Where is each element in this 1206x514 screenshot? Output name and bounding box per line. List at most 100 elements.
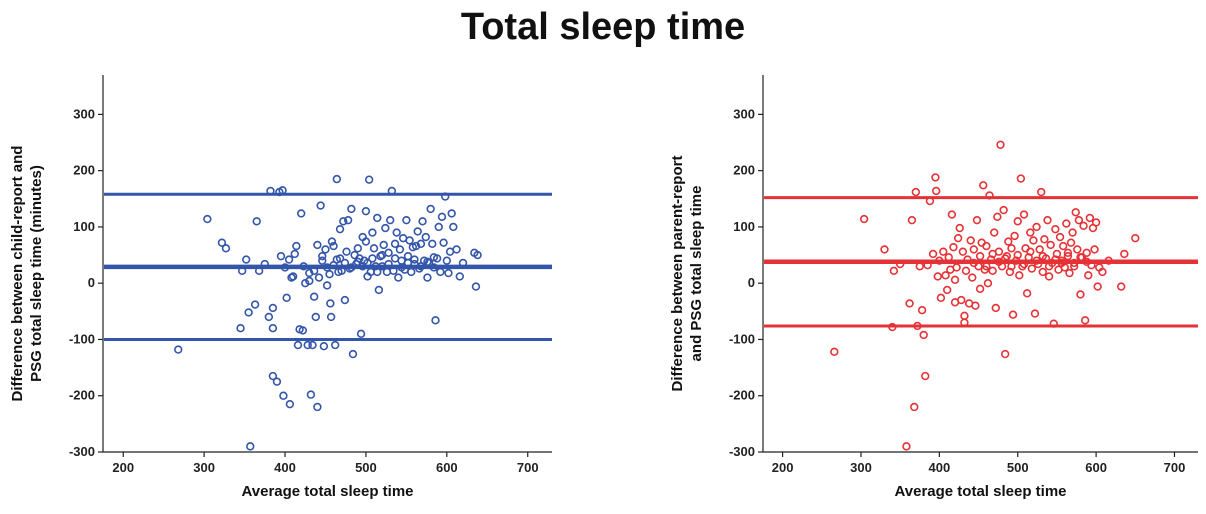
y-tick-label: -200 xyxy=(69,388,95,403)
data-point xyxy=(340,295,350,305)
data-point xyxy=(983,278,993,288)
data-point xyxy=(402,215,411,225)
data-point xyxy=(1030,309,1040,318)
data-point xyxy=(928,249,938,259)
data-point xyxy=(1051,255,1060,264)
data-point xyxy=(1049,319,1058,328)
data-point xyxy=(902,442,911,451)
data-point xyxy=(439,238,448,247)
data-point xyxy=(1091,218,1101,227)
data-point xyxy=(941,271,950,280)
data-point xyxy=(1043,215,1052,225)
data-point xyxy=(953,233,963,243)
data-point xyxy=(1131,233,1140,243)
y-tick-label: -300 xyxy=(729,444,755,459)
data-point xyxy=(444,268,453,278)
data-point xyxy=(313,240,322,250)
data-point xyxy=(1071,208,1080,217)
data-point xyxy=(389,266,398,276)
data-point xyxy=(377,250,387,260)
y-axis-label-line: and PSG total sleep time xyxy=(688,186,705,362)
data-point xyxy=(416,239,426,249)
data-point xyxy=(1085,213,1095,223)
data-point xyxy=(311,312,320,322)
data-point xyxy=(416,262,426,271)
data-point xyxy=(947,210,957,219)
y-axis-label-line: Difference between parent-report xyxy=(669,156,686,392)
data-point xyxy=(411,241,421,251)
data-point xyxy=(447,209,456,218)
data-point xyxy=(244,308,253,317)
data-point xyxy=(308,340,317,350)
data-point xyxy=(1037,187,1046,197)
data-point xyxy=(368,254,377,263)
data-point xyxy=(237,266,247,276)
data-point xyxy=(1040,235,1049,244)
x-tick-label: 600 xyxy=(1085,460,1107,475)
data-point xyxy=(905,299,914,308)
y-tick-label: -100 xyxy=(729,331,755,346)
data-point xyxy=(1073,245,1082,254)
data-point xyxy=(254,266,264,276)
data-point xyxy=(449,222,458,232)
data-point xyxy=(1015,271,1024,280)
data-point xyxy=(969,258,979,268)
x-tick-label: 400 xyxy=(928,460,950,475)
data-point xyxy=(429,263,439,272)
data-point xyxy=(297,209,306,218)
data-point xyxy=(264,312,274,322)
data-point xyxy=(889,266,899,276)
data-point xyxy=(1007,262,1016,271)
data-point xyxy=(1052,249,1062,259)
y-axis-label: Difference between parent-report and PSG … xyxy=(669,156,705,392)
data-point xyxy=(988,266,997,276)
data-point xyxy=(1090,245,1099,254)
x-tick-label: 600 xyxy=(436,460,458,475)
data-point xyxy=(993,212,1002,221)
data-point xyxy=(361,206,371,216)
data-point xyxy=(373,213,382,223)
data-point xyxy=(950,298,960,307)
data-point xyxy=(1007,244,1016,253)
data-point xyxy=(272,377,282,386)
data-point xyxy=(369,244,379,253)
data-point xyxy=(403,258,413,268)
data-point xyxy=(944,253,953,262)
data-point xyxy=(305,268,314,278)
data-point xyxy=(1063,251,1073,261)
data-point xyxy=(1055,232,1065,242)
data-point xyxy=(397,263,406,272)
data-point xyxy=(1024,253,1033,262)
scatter-plot-parent-report: -300 -200 -100 0 100 200 300 200 300 400 500 600 700… xyxy=(669,75,1198,500)
data-point xyxy=(1032,256,1041,265)
data-point xyxy=(353,244,363,253)
data-point xyxy=(985,191,994,200)
data-point xyxy=(1026,228,1035,237)
data-point xyxy=(1120,249,1129,259)
y-tick-label: 0 xyxy=(88,275,95,290)
data-point xyxy=(921,371,930,381)
data-point xyxy=(1062,219,1071,228)
data-point xyxy=(1074,215,1084,225)
y-axis-label-line: Difference between child-report and xyxy=(9,146,26,402)
data-point xyxy=(318,251,327,261)
data-point xyxy=(1013,217,1022,226)
data-point xyxy=(436,267,445,277)
data-point xyxy=(452,245,461,254)
data-point xyxy=(996,140,1005,149)
data-point xyxy=(972,215,982,225)
data-point xyxy=(1057,258,1066,268)
data-point xyxy=(913,321,922,331)
data-point xyxy=(1026,247,1035,256)
data-point xyxy=(917,306,927,315)
data-point xyxy=(299,262,308,271)
data-point xyxy=(1069,258,1079,268)
data-point xyxy=(278,186,287,195)
data-point xyxy=(174,345,183,354)
y-tick-label: 200 xyxy=(733,163,755,178)
scatter-plot-child-report: -300 -200 -100 0 100 200 300 200 300 400 500 600 700… xyxy=(9,75,552,500)
data-point xyxy=(1082,248,1091,258)
data-point xyxy=(969,245,979,254)
data-point xyxy=(880,245,889,254)
x-tick-label: 700 xyxy=(1164,460,1186,475)
